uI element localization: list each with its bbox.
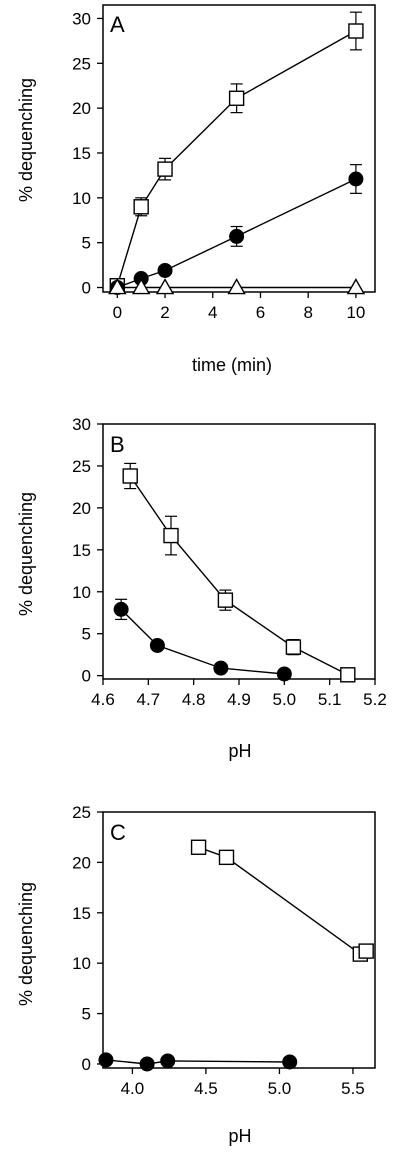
panel-a-letter: A [110, 12, 125, 37]
panel-b-open-square-marker [122, 468, 138, 484]
panel-a-x-tick-label: 4 [208, 303, 217, 322]
panel-b-open-square-marker [217, 592, 234, 608]
panel-a-plot: 0 2 4 6 8 10 0 5 10 15 20 25 30 [72, 9, 365, 322]
panel-a-x-tick-label: 6 [256, 303, 265, 322]
panel-b-x-tick-label: 4.8 [182, 690, 206, 709]
panel-c-y-tick-label: 25 [72, 803, 91, 822]
panel-a: A % dequenching time (min) 0 2 4 6 8 10 0 5 10 15… [16, 4, 376, 375]
panel-c-xlabel: pH [228, 1126, 251, 1146]
panel-a-open-square-marker [348, 23, 364, 39]
panel-b-x-tick-label: 4.9 [227, 690, 251, 709]
panel-a-open-square-marker [157, 161, 173, 177]
panel-b-x-tick-label: 4.6 [91, 690, 115, 709]
panel-c: C % dequenching pH 4.0 4.5 5.0 5.5 0 5 10 15 20 2… [16, 803, 376, 1146]
panel-c-x-tick-label: 5.5 [341, 1079, 365, 1098]
panel-c-ylabel: % dequenching [16, 882, 36, 1006]
panel-b-ylabel: % dequenching [16, 492, 36, 616]
panel-c-y-tick-label: 10 [72, 954, 91, 973]
panel-a-x-tick-label: 8 [303, 303, 312, 322]
panel-a-x-tick-label: 0 [113, 303, 122, 322]
panel-b-y-tick-label: 20 [72, 499, 91, 518]
panel-a-open-square-marker [133, 199, 149, 215]
panel-a-open-triangle-marker [227, 278, 246, 295]
panel-a-ylabel: % dequenching [16, 78, 36, 202]
panel-c-letter: C [110, 820, 126, 845]
panel-b-x-tick-label: 5.2 [363, 690, 387, 709]
panel-b-y-tick-label: 5 [82, 625, 91, 644]
panel-b-y-tick-label: 15 [72, 541, 91, 560]
panel-a-frame [102, 4, 376, 293]
panel-a-open-square-marker [228, 90, 245, 106]
panel-c-filled-circle-marker [282, 1054, 298, 1070]
panel-b-filled-circle-marker [113, 601, 129, 617]
panel-c-y-tick-label: 15 [72, 904, 91, 923]
panel-c-series-line-filled-circle [105, 1059, 290, 1065]
panel-a-y-tick-label: 10 [72, 189, 91, 208]
panel-b-xlabel: pH [228, 741, 251, 761]
panel-a-open-triangle-marker [346, 278, 366, 295]
panel-a-y-tick-label: 25 [72, 54, 91, 73]
panel-c-y-tick-label: 20 [72, 853, 91, 872]
panel-c-y-tick-label: 5 [82, 1005, 91, 1024]
panel-a-x-tick-label: 10 [346, 303, 365, 322]
panel-b-letter: B [110, 432, 125, 457]
panel-c-plot: 4.0 4.5 5.0 5.5 0 5 10 15 20 25 [72, 803, 374, 1098]
panel-b-plot: 4.6 4.7 4.8 4.9 5.0 5.1 5.2 0 5 10 15 20 25 30 [72, 415, 387, 709]
panel-c-filled-circle-marker [160, 1053, 176, 1069]
panel-b: B % dequenching pH 4.6 4.7 4.8 4.9 5.0 5.1 5.2… [16, 415, 387, 761]
panel-b-open-square-marker [340, 667, 356, 683]
panel-c-open-square-marker [190, 839, 207, 855]
panel-c-x-tick-label: 5.0 [268, 1079, 292, 1098]
panel-b-filled-circle-marker [213, 660, 229, 676]
panel-b-frame [102, 423, 376, 680]
panel-c-filled-circle-marker [139, 1056, 155, 1072]
panel-a-filled-circle-marker [157, 262, 173, 278]
panel-b-y-tick-label: 10 [72, 583, 91, 602]
panel-b-y-tick-label: 25 [72, 457, 91, 476]
panel-b-x-tick-label: 4.7 [137, 690, 161, 709]
panel-b-y-tick-label: 30 [72, 415, 91, 434]
panel-c-filled-circle-marker [98, 1052, 114, 1068]
panel-c-frame [102, 811, 376, 1069]
panel-c-y-tick-label: 0 [82, 1055, 91, 1074]
panel-a-filled-circle-marker [229, 228, 245, 244]
panel-a-xlabel: time (min) [192, 355, 272, 375]
panel-a-filled-circle-marker [348, 171, 364, 187]
panel-a-y-tick-label: 5 [82, 234, 91, 253]
panel-a-y-tick-label: 30 [72, 9, 91, 28]
panel-c-open-square-marker [358, 943, 374, 959]
panel-b-filled-circle-marker [149, 637, 165, 653]
panel-a-open-triangle-marker [131, 278, 151, 295]
panel-a-y-tick-label: 0 [82, 279, 91, 298]
panel-a-series-line-open-square [116, 30, 357, 286]
panel-a-x-tick-label: 2 [160, 303, 169, 322]
panel-b-y-tick-label: 0 [82, 667, 91, 686]
panel-b-filled-circle-marker [276, 666, 292, 682]
panel-a-y-tick-label: 15 [72, 144, 91, 163]
panel-c-x-tick-label: 4.0 [121, 1079, 145, 1098]
panel-c-open-square-marker [218, 849, 235, 866]
panel-b-open-square-marker [285, 639, 302, 655]
panel-b-x-tick-label: 5.0 [273, 690, 297, 709]
panel-c-x-tick-label: 4.5 [194, 1079, 218, 1098]
panel-a-y-tick-label: 20 [72, 99, 91, 118]
panel-b-open-square-marker [163, 527, 179, 544]
panel-b-x-tick-label: 5.1 [318, 690, 342, 709]
panel-a-open-triangle-marker [108, 278, 127, 295]
panel-a-open-triangle-marker [155, 278, 175, 295]
panel-b-series-line-filled-circle [120, 608, 285, 675]
